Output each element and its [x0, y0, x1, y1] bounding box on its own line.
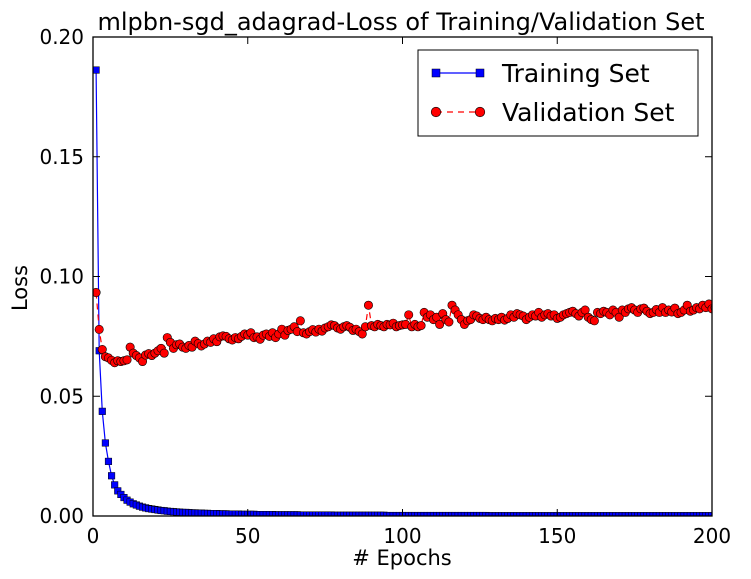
data-point: [714, 302, 722, 310]
data-point: [94, 324, 104, 334]
y-tick-label: 0.10: [39, 265, 84, 289]
data-point: [435, 319, 445, 329]
data-point: [93, 288, 101, 298]
data-point: [363, 300, 373, 310]
legend-entry-1: Validation Set: [430, 98, 675, 127]
data-point: [93, 66, 100, 74]
legend-entry-0: Training Set: [431, 59, 650, 88]
legend-box: [417, 49, 699, 137]
data-point: [723, 302, 731, 310]
x-tick-label: 150: [538, 524, 576, 548]
legend-marker: [474, 106, 486, 118]
x-tick-label: 0: [87, 524, 100, 548]
y-axis-label: Loss: [8, 265, 32, 311]
chart-title: mlpbn-sgd_adagrad-Loss of Training/Valid…: [97, 8, 704, 36]
legend-marker: [475, 68, 485, 78]
data-point: [721, 512, 728, 519]
data-point: [717, 301, 725, 309]
data-point: [295, 316, 305, 326]
legend-marker: [431, 68, 441, 78]
series-1: [93, 288, 737, 368]
x-tick-label: 100: [383, 524, 421, 548]
data-point: [711, 512, 712, 516]
data-point: [724, 512, 731, 519]
data-point: [159, 348, 169, 358]
data-point: [104, 457, 113, 465]
legend-marker: [430, 106, 442, 118]
data-point: [108, 472, 116, 480]
y-tick-label: 0.15: [39, 145, 84, 169]
y-tick-label: 0.20: [39, 25, 84, 49]
y-tick-label: 0.00: [39, 504, 84, 528]
legend: Training Set Validation Set: [417, 49, 699, 137]
legend-label: Training Set: [501, 59, 650, 88]
data-point: [718, 512, 725, 519]
x-tick-label: 50: [235, 524, 260, 548]
data-point: [122, 355, 132, 365]
data-point: [98, 407, 106, 415]
data-point: [720, 303, 728, 311]
tick-layer: 0 50 100 150 200 0.00 0.05 0.10 0.15 0.20: [39, 25, 731, 548]
legend-label: Validation Set: [502, 98, 675, 127]
data-point: [444, 317, 454, 327]
data-point: [589, 316, 599, 326]
x-axis-label: # Epochs: [352, 546, 452, 570]
data-point: [727, 512, 734, 519]
data-point: [416, 321, 426, 331]
data-point: [729, 312, 737, 320]
data-point: [111, 481, 119, 489]
x-tick-label: 200: [693, 524, 731, 548]
data-point: [726, 301, 734, 309]
data-point: [404, 310, 414, 320]
data-point: [715, 512, 722, 519]
data-point: [730, 512, 737, 519]
data-point: [101, 439, 109, 447]
y-tick-label: 0.05: [39, 384, 84, 408]
